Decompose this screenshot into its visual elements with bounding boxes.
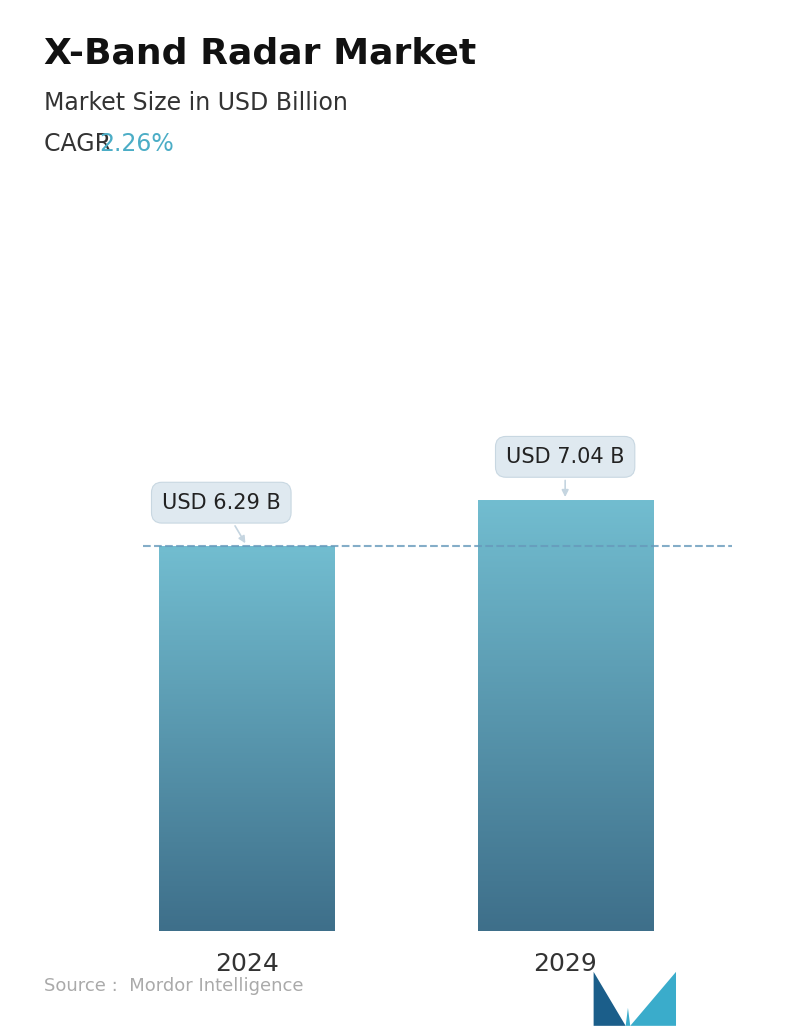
Polygon shape xyxy=(594,972,626,1026)
Polygon shape xyxy=(626,1008,630,1026)
Text: CAGR: CAGR xyxy=(44,132,119,156)
Text: USD 7.04 B: USD 7.04 B xyxy=(506,447,624,495)
Text: Source :  Mordor Intelligence: Source : Mordor Intelligence xyxy=(44,977,303,995)
Text: X-Band Radar Market: X-Band Radar Market xyxy=(44,36,476,70)
Text: Market Size in USD Billion: Market Size in USD Billion xyxy=(44,91,348,115)
Text: USD 6.29 B: USD 6.29 B xyxy=(162,492,281,542)
Text: 2.26%: 2.26% xyxy=(100,132,174,156)
Polygon shape xyxy=(630,972,676,1026)
